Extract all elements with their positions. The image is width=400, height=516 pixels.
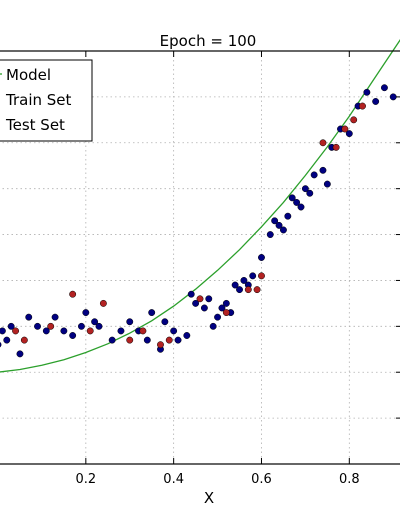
train-point: [267, 231, 273, 237]
test-point: [47, 323, 53, 329]
test-point: [333, 144, 339, 150]
train-point: [78, 323, 84, 329]
test-point: [157, 341, 163, 347]
train-point: [170, 328, 176, 334]
test-point: [166, 337, 172, 343]
test-point: [342, 126, 348, 132]
train-point: [26, 314, 32, 320]
train-point: [0, 341, 1, 347]
train-point: [206, 296, 212, 302]
train-point: [17, 351, 23, 357]
legend-model-label: Model: [6, 66, 51, 84]
train-point: [381, 85, 387, 91]
test-point: [245, 286, 251, 292]
train-point: [364, 89, 370, 95]
test-point: [223, 309, 229, 315]
test-point: [350, 117, 356, 123]
train-point: [184, 332, 190, 338]
train-point: [188, 291, 194, 297]
train-point: [214, 314, 220, 320]
test-point: [87, 328, 93, 334]
test-point: [140, 328, 146, 334]
test-point: [69, 291, 75, 297]
train-point: [118, 328, 124, 334]
train-point: [127, 319, 133, 325]
train-point: [148, 309, 154, 315]
x-axis: 0.2 0.4 0.6 0.8: [75, 51, 400, 487]
train-point: [144, 337, 150, 343]
train-point: [249, 273, 255, 279]
train-point: [52, 314, 58, 320]
legend-test-label: Test Set: [5, 116, 65, 134]
train-point: [280, 227, 286, 233]
train-point: [236, 286, 242, 292]
train-point: [175, 337, 181, 343]
test-point: [127, 337, 133, 343]
train-point: [307, 190, 313, 196]
train-point: [390, 94, 396, 100]
test-point: [197, 296, 203, 302]
x-tick-label: 0.4: [163, 472, 184, 487]
test-point: [359, 103, 365, 109]
test-point: [320, 140, 326, 146]
train-point: [372, 98, 378, 104]
x-tick-label: 0.6: [251, 472, 272, 487]
train-point: [210, 323, 216, 329]
train-point: [258, 254, 264, 260]
train-point: [223, 300, 229, 306]
train-point: [4, 337, 10, 343]
legend: Model Train Set Test Set: [0, 60, 92, 141]
test-point: [100, 300, 106, 306]
chart-title: Epoch = 100: [160, 32, 257, 50]
train-point: [311, 172, 317, 178]
test-point: [254, 286, 260, 292]
train-point: [324, 181, 330, 187]
train-point: [109, 337, 115, 343]
test-point: [12, 328, 18, 334]
test-point: [258, 273, 264, 279]
train-point: [285, 213, 291, 219]
train-point: [96, 323, 102, 329]
x-tick-label: 0.2: [75, 472, 96, 487]
test-point: [21, 337, 27, 343]
x-tick-label: 0.8: [339, 472, 360, 487]
x-axis-label: X: [204, 489, 214, 507]
train-point: [320, 167, 326, 173]
train-point: [34, 323, 40, 329]
train-point: [69, 332, 75, 338]
train-point: [83, 309, 89, 315]
legend-train-label: Train Set: [5, 91, 72, 109]
train-point: [0, 328, 6, 334]
train-point: [162, 319, 168, 325]
train-point: [298, 204, 304, 210]
train-point: [61, 328, 67, 334]
train-point: [201, 305, 207, 311]
